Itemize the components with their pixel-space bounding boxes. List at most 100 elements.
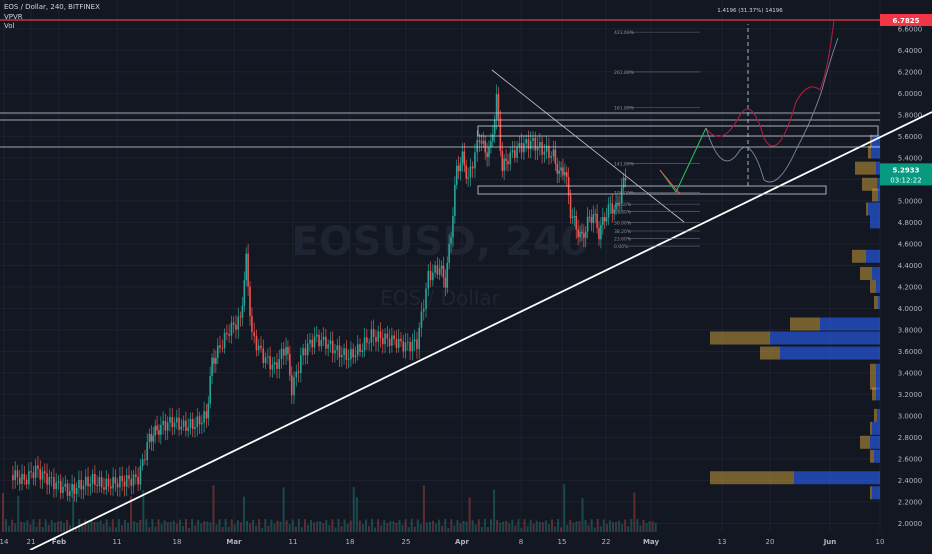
volume-bar [429,521,431,532]
candle-body [57,481,60,483]
candle-body [450,237,452,244]
candle-body [171,417,174,427]
price-tick-label: 4.0000 [898,305,923,313]
volume-bar [41,527,44,532]
candle-body [25,479,28,485]
indicator-vpvr-label[interactable]: VPVR [4,13,23,21]
volume-bar [633,492,636,532]
descending-trendline[interactable] [491,69,685,223]
volume-bar [114,527,117,532]
volume-bar [596,519,599,532]
volume-bar [99,520,102,532]
volume-bar [145,519,148,532]
volume-bar [316,521,319,532]
volume-bar [166,522,169,532]
volume-bar [560,527,563,532]
volume-bar [224,519,227,532]
candle-body [249,286,251,317]
volume-bar [624,519,627,532]
volume-bar [261,527,264,532]
volume-bar [493,489,496,532]
volume-bar [602,519,605,532]
candle-body [269,356,271,370]
volume-profile-bar-up [876,161,880,175]
candle-body [289,353,291,376]
volume-bar [111,519,114,532]
candle-body [345,348,348,360]
candle-body [613,209,615,214]
volume-bar [502,521,505,532]
candle-body [182,420,185,427]
candle-body [251,316,253,333]
volume-bar [130,496,133,532]
volume-bar [163,520,166,532]
candle-body [457,165,460,172]
fib-level-label: 261.80% [614,70,635,76]
volume-bar [477,519,480,532]
volume-bar [105,519,108,532]
candle-body [318,334,320,347]
volume-bar [608,520,611,532]
projection-path-red-start [659,169,681,195]
time-tick-label: 13 [718,538,727,546]
candle-body [523,143,525,153]
price-tick-label: 5.0000 [898,197,923,205]
candle-body [534,137,537,151]
volume-bar [453,525,456,532]
volume-profile-bar-down [872,188,878,202]
candle-body [173,422,176,427]
volume-bar [523,519,526,532]
zone-box-upper[interactable] [477,125,879,137]
candle-body [541,142,543,155]
candle-body [379,331,382,338]
candle-body [482,140,485,144]
ascending-trendline[interactable] [29,111,932,551]
candle-body [98,477,101,486]
candle-body [215,358,217,364]
candle-body [620,187,623,203]
volume-bar [160,524,163,532]
price-tick-label: 3.2000 [898,391,923,399]
candle-body [39,468,42,480]
volume-bar [514,525,517,532]
candle-body [592,214,595,223]
volume-profile-bar-up [820,317,880,331]
candle-body [569,195,572,219]
candle-body [109,486,112,489]
volume-bar [279,521,282,532]
volume-profile-bar-up [871,145,880,159]
candle-body [377,331,380,342]
volume-profile-bar-up [877,177,880,191]
candle-body [80,479,83,490]
volume-bar [26,520,29,532]
candle-body [71,484,73,492]
candle-body [539,142,541,147]
candle-body [187,427,189,431]
candle-body [495,94,498,120]
volume-profile-bar-up [876,279,880,293]
candle-body [375,336,377,342]
volume-profile-bar-up [876,363,880,377]
volume-bar [639,525,642,532]
candle-body [409,342,411,352]
candle-body [75,488,78,494]
price-tick-label: 3.6000 [898,348,923,356]
volume-profile-bar-down [874,296,878,310]
candle-body [137,476,139,485]
volume-bar [547,524,550,532]
symbol-title: EOS / Dollar, 240, BITFINEX [4,3,100,11]
volume-bar [380,525,383,532]
candle-body [55,482,57,490]
time-tick-label: 14 [0,538,9,546]
candle-body [226,332,228,335]
indicator-vol-label[interactable]: Vol [4,22,15,30]
volume-profile-bar-down [870,376,876,390]
volume-bar [441,525,444,532]
fib-level-label: 141.80% [614,161,635,167]
time-tick-label: 18 [346,538,355,546]
zone-box-lower[interactable] [477,185,827,195]
candle-body [41,471,44,480]
volume-bar [584,519,587,532]
